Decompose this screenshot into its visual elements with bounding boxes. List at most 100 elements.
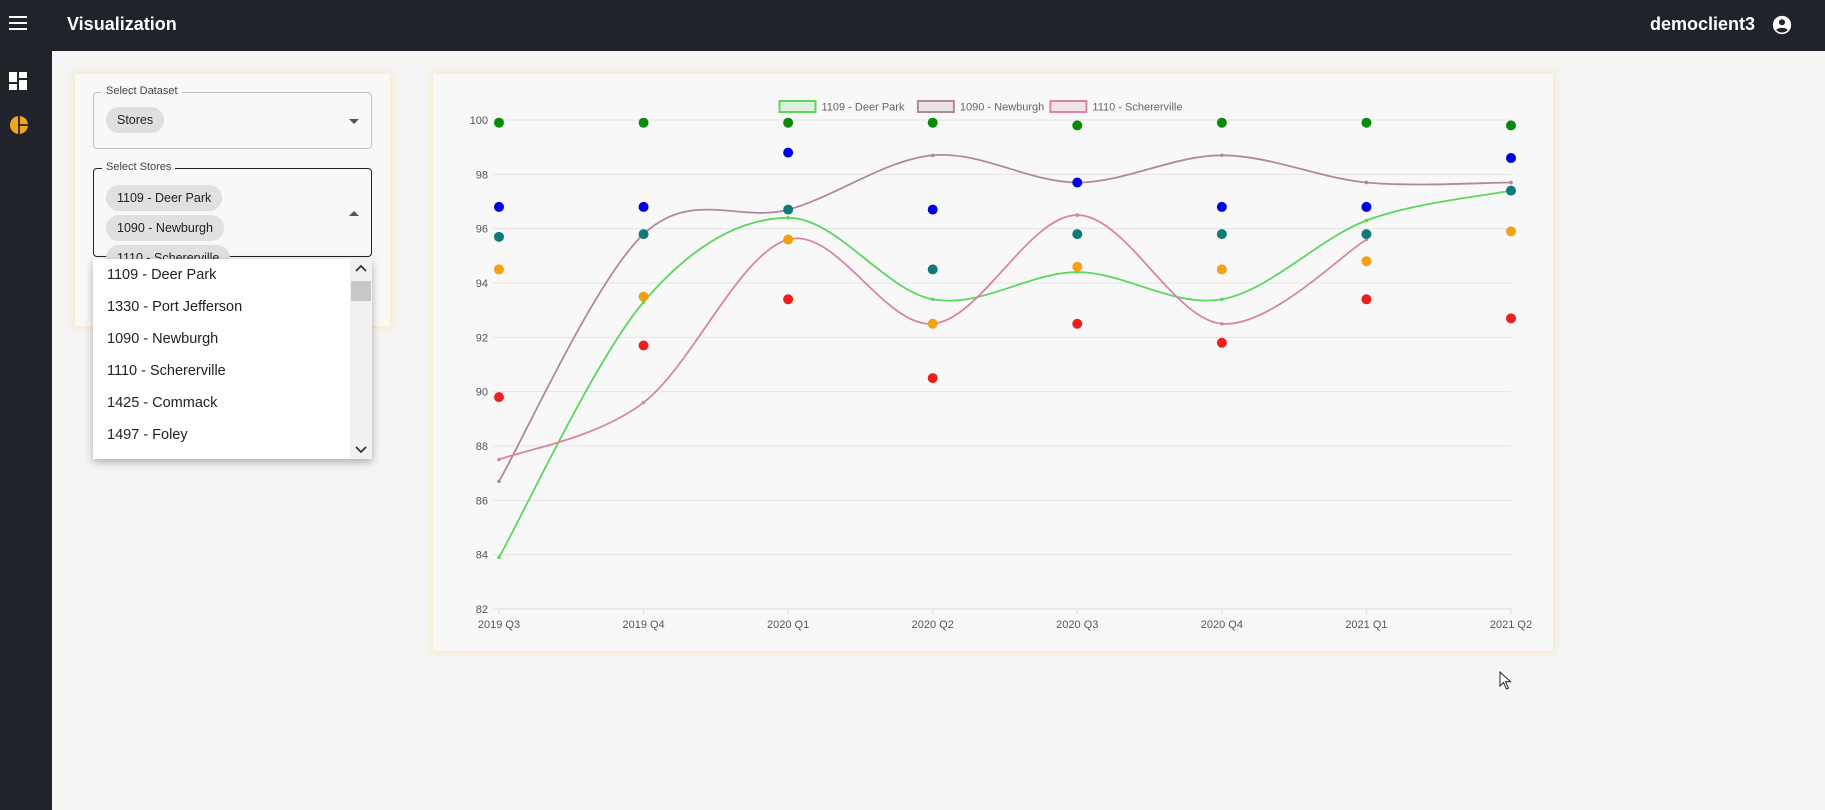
scatter-point[interactable]	[494, 231, 504, 242]
scatter-point[interactable]	[1361, 117, 1372, 128]
dropdown-scrollbar[interactable]	[350, 259, 372, 459]
series-point[interactable]	[1220, 153, 1224, 158]
series-point[interactable]	[930, 153, 935, 158]
scatter-point[interactable]	[783, 147, 794, 158]
legend-label[interactable]: 1110 - Schererville	[1092, 102, 1182, 114]
scatter-point[interactable]	[638, 291, 649, 302]
legend-swatch[interactable]	[916, 100, 955, 113]
scatter-point[interactable]	[494, 201, 504, 212]
store-chip[interactable]: 1109 - Deer Park	[106, 185, 223, 211]
series-point[interactable]	[1220, 297, 1224, 302]
scatter-point[interactable]	[1361, 294, 1372, 305]
scatter-point[interactable]	[783, 117, 794, 128]
pie-chart-icon[interactable]	[9, 115, 29, 135]
scatter-point[interactable]	[1506, 120, 1516, 131]
hamburger-menu-icon[interactable]	[9, 16, 27, 30]
scatter-point[interactable]	[783, 294, 794, 305]
scatter-point[interactable]	[1216, 264, 1227, 275]
scatter-point[interactable]	[927, 318, 938, 329]
dataset-select[interactable]: Select Dataset Stores	[93, 85, 372, 149]
dropdown-option[interactable]: 1110 - Schererville	[107, 363, 226, 379]
scatter-point[interactable]	[783, 234, 794, 245]
stores-select[interactable]: Select Stores 1109 - Deer Park 1090 - Ne…	[93, 161, 372, 271]
dataset-chip[interactable]: Stores	[106, 107, 165, 133]
scatter-point[interactable]	[1361, 256, 1372, 267]
scatter-point[interactable]	[927, 117, 938, 128]
caret-down-icon[interactable]	[349, 119, 359, 124]
series-point[interactable]	[497, 555, 501, 560]
store-chip[interactable]: 1090 - Newburgh	[106, 215, 224, 241]
scatter-point[interactable]	[1072, 120, 1083, 131]
chart-panel: 82 84 86 88 90 92 94 96 98 100 2019 Q3 2019 Q4 2020…	[433, 74, 1553, 651]
y-tick-label: 84	[476, 550, 488, 562]
scatter-point[interactable]	[783, 204, 794, 215]
scatter-point[interactable]	[494, 264, 504, 275]
scatter-point[interactable]	[638, 201, 649, 212]
scatter-point[interactable]	[1506, 226, 1516, 237]
chart-legend: 1109 - Deer Park 1090 - Newburgh 1110 - Sc…	[778, 100, 1182, 114]
dataset-select-label: Select Dataset	[102, 85, 182, 97]
y-tick-label: 90	[476, 387, 488, 399]
x-tick-label: 2019 Q3	[478, 619, 520, 631]
scatter-point[interactable]	[494, 392, 504, 403]
series-line-0[interactable]	[498, 189, 1512, 558]
dropdown-option[interactable]: 1109 - Deer Park	[107, 267, 217, 283]
scatter-point[interactable]	[638, 229, 649, 240]
series-point[interactable]	[641, 400, 646, 405]
series-line-1[interactable]	[498, 153, 1512, 482]
scatter-point[interactable]	[1216, 201, 1227, 212]
dropdown-option[interactable]: 1497 - Foley	[107, 427, 188, 443]
legend-swatch[interactable]	[1049, 100, 1088, 113]
user-name[interactable]: democlient3	[1649, 14, 1755, 34]
scroll-up-icon[interactable]	[354, 262, 368, 276]
x-tick-label: 2020 Q3	[1056, 619, 1098, 631]
series-point[interactable]	[786, 216, 790, 220]
dropdown-option[interactable]: 1090 - Newburgh	[107, 331, 219, 347]
y-axis-ticks: 82 84 86 88 90 92 94 96 98 100	[470, 115, 488, 616]
series-point[interactable]	[1364, 218, 1369, 223]
legend-swatch[interactable]	[778, 100, 817, 113]
series-point[interactable]	[1364, 180, 1369, 185]
legend-label[interactable]: 1090 - Newburgh	[960, 102, 1044, 114]
series-point[interactable]	[1509, 180, 1513, 185]
scatter-point[interactable]	[638, 117, 649, 128]
scatter-point[interactable]	[1072, 229, 1083, 240]
series-point[interactable]	[1220, 321, 1224, 326]
caret-up-icon[interactable]	[349, 211, 359, 216]
scatter-point[interactable]	[1216, 117, 1227, 128]
top-app-bar: Visualization democlient3	[0, 0, 1825, 51]
scatter-point[interactable]	[1506, 153, 1516, 164]
scatter-point[interactable]	[638, 340, 649, 351]
scroll-thumb[interactable]	[351, 281, 371, 301]
scatter-point[interactable]	[1506, 313, 1516, 324]
y-tick-label: 100	[470, 115, 488, 127]
y-tick-label: 98	[476, 169, 488, 181]
x-tick-label: 2020 Q2	[912, 619, 954, 631]
x-axis-ticks: 2019 Q3 2019 Q4 2020 Q1 2020 Q2 2020 Q3 2020 …	[478, 609, 1532, 631]
dashboard-icon[interactable]	[9, 72, 27, 90]
series-point[interactable]	[930, 297, 935, 302]
scatter-point[interactable]	[1216, 229, 1227, 240]
scatter-points	[494, 117, 1516, 403]
line-chart: 82 84 86 88 90 92 94 96 98 100 2019 Q3 2019 Q4 2020…	[470, 100, 1532, 631]
scatter-point[interactable]	[927, 373, 938, 384]
scatter-point[interactable]	[1072, 177, 1083, 188]
series-point[interactable]	[497, 479, 501, 484]
dropdown-option[interactable]: 1425 - Commack	[107, 395, 218, 411]
scatter-point[interactable]	[1361, 201, 1372, 212]
series-point[interactable]	[497, 457, 501, 462]
scatter-point[interactable]	[1072, 318, 1083, 329]
account-circle-icon[interactable]	[1771, 14, 1793, 36]
scatter-point[interactable]	[1072, 261, 1083, 272]
legend-label[interactable]: 1109 - Deer Park	[822, 102, 905, 114]
scatter-point[interactable]	[1216, 337, 1227, 348]
scroll-down-icon[interactable]	[354, 442, 368, 456]
series-lines	[497, 153, 1513, 560]
scatter-point[interactable]	[927, 204, 938, 215]
dropdown-option[interactable]: 1330 - Port Jefferson	[107, 299, 243, 315]
scatter-point[interactable]	[1506, 185, 1516, 196]
scatter-point[interactable]	[1361, 229, 1372, 240]
series-point[interactable]	[1075, 213, 1080, 217]
scatter-point[interactable]	[927, 264, 938, 275]
scatter-point[interactable]	[494, 117, 504, 128]
